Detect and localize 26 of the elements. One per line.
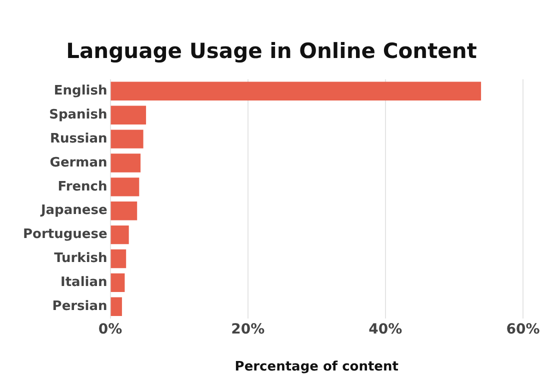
bar [110,225,129,244]
bar [110,202,138,220]
bar [110,273,125,292]
bar [110,297,122,316]
y-tick-label: Turkish [54,251,108,266]
bar [110,130,144,148]
y-tick-label: Italian [60,275,108,290]
y-tick-label: Persian [52,299,108,314]
x-tick-label: 0% [98,322,122,338]
y-tick-label: Japanese [40,203,108,218]
y-tick-label: Spanish [49,107,108,122]
y-tick-label: Russian [50,131,108,146]
bar [110,154,141,172]
y-tick-label: English [54,84,108,99]
chart-title: Language Usage in Online Content [66,39,477,64]
x-tick-label: 20% [231,322,265,338]
bar [110,178,140,196]
x-tick-label: 40% [368,322,402,338]
y-tick-label: Portuguese [22,227,108,242]
bar [110,249,126,268]
y-tick-label: German [50,155,108,170]
x-tick-label: 60% [506,322,540,338]
y-tick-label: French [58,179,108,194]
bar [110,106,146,124]
bar [110,82,482,101]
x-axis-title: Percentage of content [234,360,398,375]
